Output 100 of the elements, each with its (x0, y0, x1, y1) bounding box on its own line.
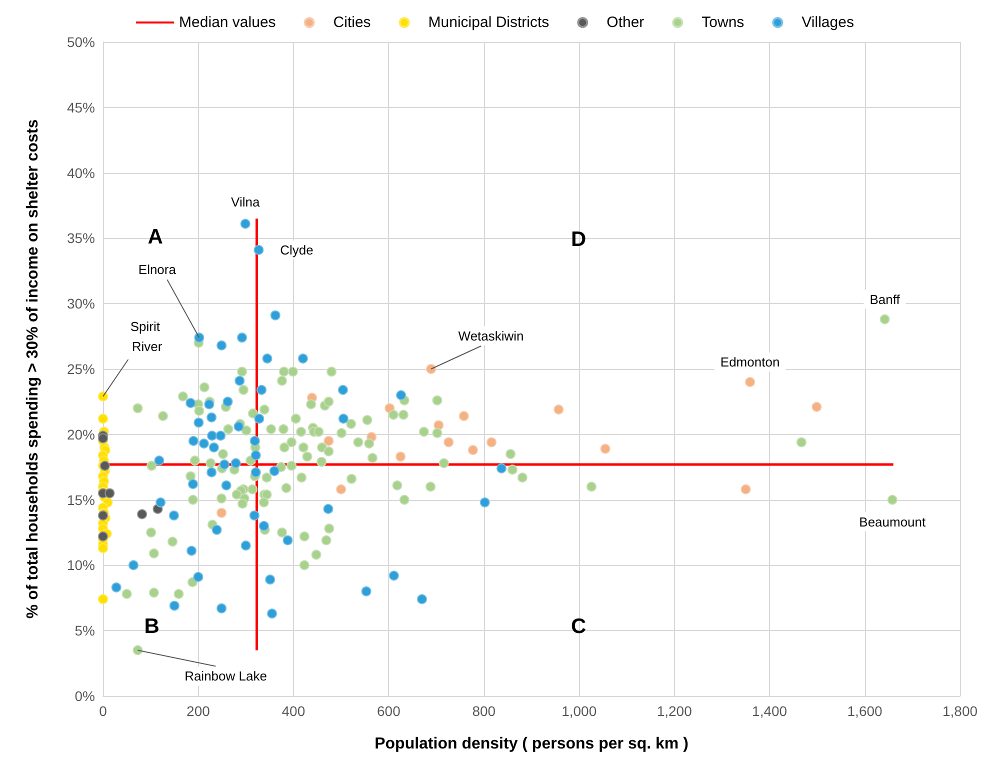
point (230, 458, 241, 468)
point (193, 572, 204, 582)
annotation: Elnora (138, 262, 177, 278)
point (324, 436, 334, 446)
x-tick-label: 0 (99, 703, 108, 719)
annotation: Wetaskiwin (458, 328, 524, 344)
y-tick-label: 50% (66, 34, 95, 50)
point (426, 364, 436, 374)
point (254, 414, 264, 424)
point (219, 459, 230, 470)
point (186, 398, 196, 408)
x-tick-label: 1,000 (562, 703, 597, 719)
legend-label: Towns (702, 14, 744, 31)
point (267, 608, 278, 619)
y-tick-label: 25% (66, 361, 95, 377)
annotation: B (144, 615, 160, 638)
point (98, 543, 108, 554)
point (338, 414, 348, 424)
x-tick-label: 1,400 (752, 703, 788, 719)
y-tick-label: 10% (66, 557, 95, 574)
point (396, 452, 406, 462)
point (265, 574, 276, 585)
y-axis-title: % of total households spending > 30% of income on shelter costs (24, 119, 42, 619)
point (554, 404, 564, 415)
point (434, 420, 444, 430)
annotation: A (148, 225, 163, 248)
point (740, 484, 751, 494)
point (250, 450, 261, 460)
point (480, 497, 490, 508)
annotation: Vilna (231, 194, 260, 210)
point (234, 376, 245, 386)
point (282, 535, 293, 546)
point (212, 524, 222, 535)
point (216, 430, 226, 441)
point (206, 412, 217, 422)
annotation: Edmonton (720, 354, 780, 370)
x-tick-label: 400 (282, 703, 306, 719)
point (486, 437, 497, 448)
point (104, 488, 115, 498)
point (234, 422, 244, 432)
point (168, 510, 179, 520)
point (270, 310, 280, 320)
legend-label: Median values (179, 14, 276, 31)
y-tick-label: 45% (66, 99, 95, 116)
point (338, 384, 348, 395)
point (188, 436, 198, 446)
x-tick-label: 1,800 (942, 703, 978, 719)
point (336, 484, 346, 494)
x-tick-label: 200 (186, 703, 210, 719)
legend-label: Other (606, 14, 644, 31)
point (207, 430, 218, 441)
x-tick-label: 1,600 (847, 703, 882, 719)
annotation: Rainbow Lake (184, 668, 267, 684)
legend-label: Villages (802, 14, 854, 31)
point (216, 508, 227, 518)
point (198, 438, 209, 449)
y-tick-label: 15% (66, 492, 95, 508)
point (269, 466, 280, 476)
point (240, 540, 251, 551)
legend-label: Cities (333, 14, 371, 31)
point (250, 467, 261, 478)
x-tick-label: 800 (472, 703, 496, 719)
point (417, 594, 427, 604)
point (186, 546, 197, 556)
point (154, 456, 164, 466)
point (98, 391, 108, 402)
point (262, 354, 272, 364)
point (812, 402, 822, 412)
annotation: C (571, 615, 586, 638)
point (208, 442, 219, 452)
point (137, 509, 148, 520)
y-tick-label: 35% (66, 230, 95, 246)
annotation: Banff (870, 292, 900, 307)
x-tick-label: 1,200 (656, 703, 692, 719)
x-axis-title: Population density ( persons per sq. km ) (374, 736, 688, 752)
point (237, 332, 248, 343)
point (221, 480, 232, 490)
y-tick-label: 30% (66, 296, 95, 312)
y-tick-label: 20% (66, 426, 95, 442)
point (206, 467, 217, 478)
point (396, 390, 406, 400)
point (128, 560, 138, 570)
point (194, 418, 204, 428)
point (98, 510, 108, 520)
point (98, 433, 108, 444)
y-tick-label: 5% (74, 622, 95, 639)
annotation: D (571, 228, 586, 252)
point (388, 570, 399, 581)
point (323, 504, 334, 514)
annotation: Beaumount (859, 514, 926, 530)
point (444, 437, 454, 448)
annotation: Spirit River (130, 318, 164, 354)
point (240, 218, 250, 229)
point (254, 244, 264, 255)
legend-label: Municipal Districts (428, 14, 550, 31)
point (169, 600, 180, 611)
point (194, 332, 204, 343)
point (98, 531, 108, 542)
point (496, 463, 507, 474)
point (222, 396, 233, 407)
